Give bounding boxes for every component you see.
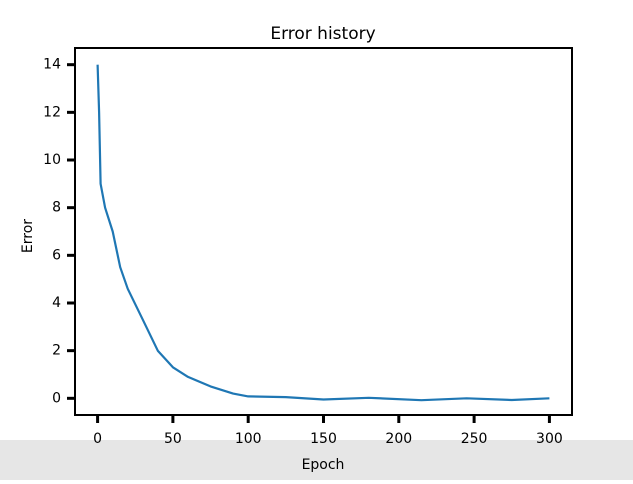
y-tick-label: 8 <box>52 200 61 216</box>
x-tick-label: 150 <box>310 431 337 447</box>
y-tick-label: 4 <box>52 295 61 311</box>
data-line <box>96 64 550 402</box>
x-tick-label: 200 <box>385 431 412 447</box>
x-tick-label: 50 <box>164 431 182 447</box>
y-tick-label: 10 <box>43 152 61 168</box>
x-axis-label: Epoch <box>302 457 345 473</box>
y-tick-label: 0 <box>52 390 61 406</box>
y-tick-label: 2 <box>52 343 61 359</box>
y-tick-label: 12 <box>43 104 61 120</box>
bottom-bar <box>0 440 633 480</box>
x-tick-label: 100 <box>235 431 262 447</box>
x-tick-label: 0 <box>93 431 102 447</box>
y-tick-label: 6 <box>52 247 61 263</box>
y-tick-label: 14 <box>43 57 61 73</box>
y-axis-label: Error <box>20 219 36 253</box>
x-tick-label: 300 <box>536 431 563 447</box>
axes-frame <box>74 47 573 416</box>
chart-title: Error history <box>270 24 375 44</box>
x-tick-label: 250 <box>461 431 488 447</box>
